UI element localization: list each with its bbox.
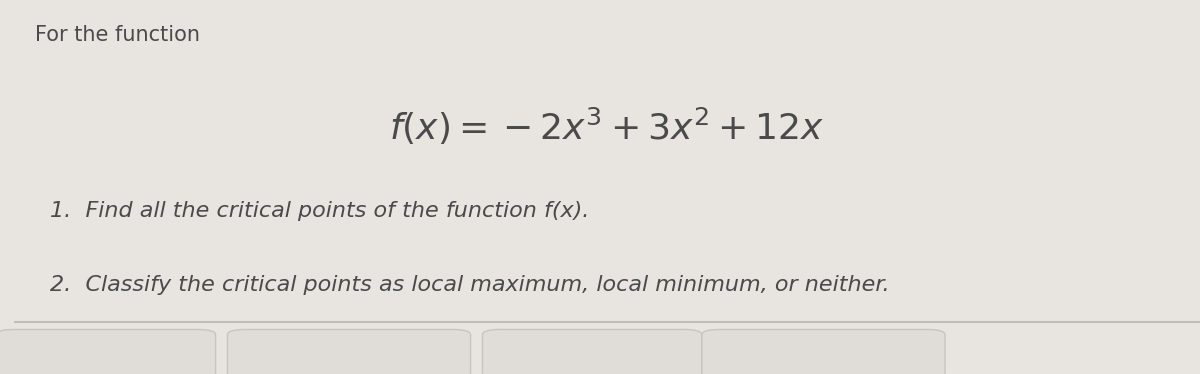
Text: 2.  Classify the critical points as local maximum, local minimum, or neither.: 2. Classify the critical points as local…: [49, 275, 889, 295]
FancyBboxPatch shape: [228, 329, 470, 374]
Text: For the function: For the function: [35, 25, 200, 45]
Text: $f(x) = -2x^3 + 3x^2 + 12x$: $f(x) = -2x^3 + 3x^2 + 12x$: [389, 106, 824, 147]
FancyBboxPatch shape: [482, 329, 702, 374]
Text: 1.  Find all the critical points of the function f(x).: 1. Find all the critical points of the f…: [49, 201, 589, 221]
FancyBboxPatch shape: [0, 329, 216, 374]
FancyBboxPatch shape: [702, 329, 944, 374]
